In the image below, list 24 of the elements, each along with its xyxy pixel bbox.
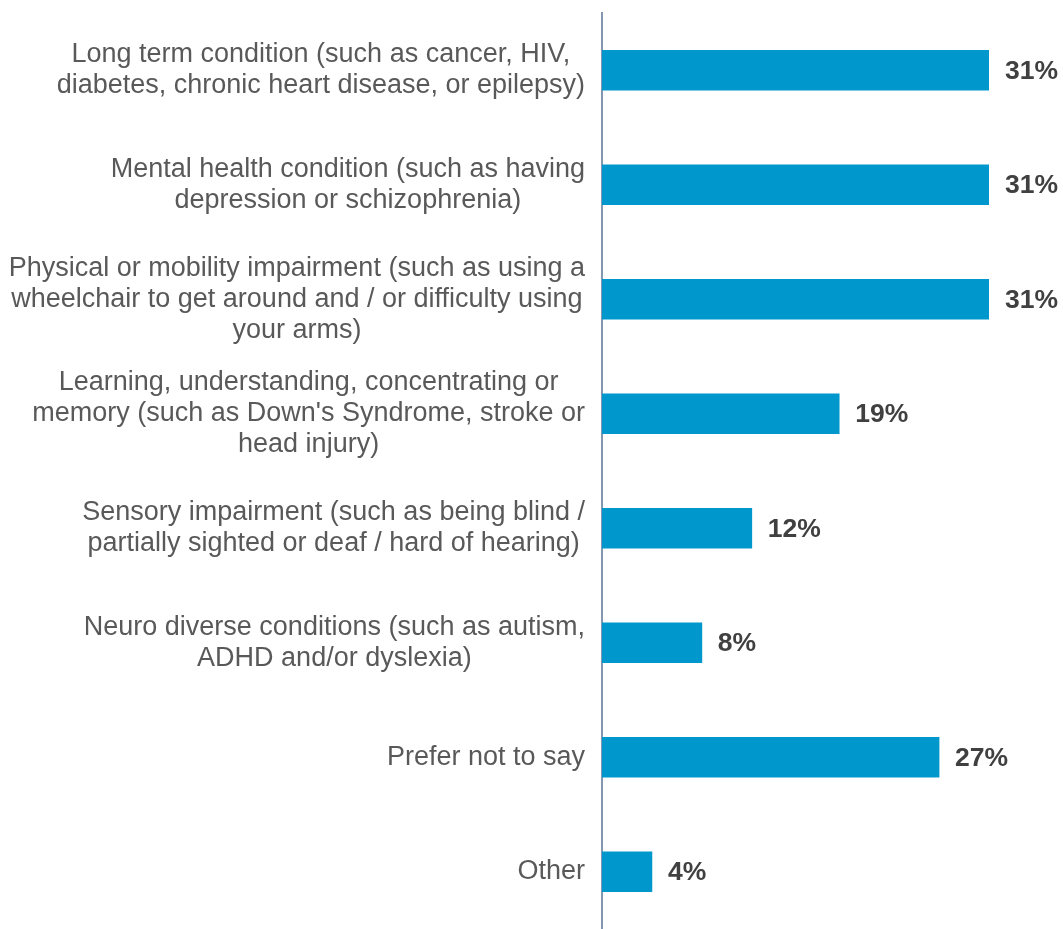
data-label: 31% <box>1005 169 1059 200</box>
data-label: 12% <box>767 512 821 543</box>
data-label: 4% <box>667 856 707 887</box>
y-tick-label: Learning, understanding, concentrating or memory (such as Down's Syndrome, stroke or head injury) <box>32 366 586 459</box>
y-tick-label: Sensory impairment (such as being blind / partially sighted or deaf / hard of hearing) <box>82 496 586 558</box>
bar <box>602 278 989 320</box>
y-tick-label: Prefer not to say <box>386 740 586 771</box>
bar <box>602 736 940 778</box>
bar <box>602 393 840 435</box>
y-tick-label: Other <box>517 855 586 886</box>
bar <box>602 851 653 893</box>
bar <box>602 507 753 549</box>
data-label: 8% <box>717 627 757 658</box>
y-tick-label: Neuro diverse conditions (such as autism, ADHD and/or dyslexia) <box>83 610 585 672</box>
y-tick-label: Physical or mobility impairment (such as using a wheelchair to get around and / or difficulty using your arms) <box>8 251 586 344</box>
bar <box>602 49 989 91</box>
data-label: 31% <box>1005 54 1059 85</box>
bar <box>602 622 703 664</box>
data-label: 19% <box>855 398 909 429</box>
y-tick-label: Mental health condition (such as having depression or schizophrenia) <box>110 152 585 214</box>
data-label: 31% <box>1005 283 1059 314</box>
data-label: 27% <box>955 741 1009 772</box>
bar <box>602 164 989 206</box>
y-tick-label: Long term condition (such as cancer, HIV, diabetes, chronic heart disease, or epilepsy) <box>56 38 585 100</box>
